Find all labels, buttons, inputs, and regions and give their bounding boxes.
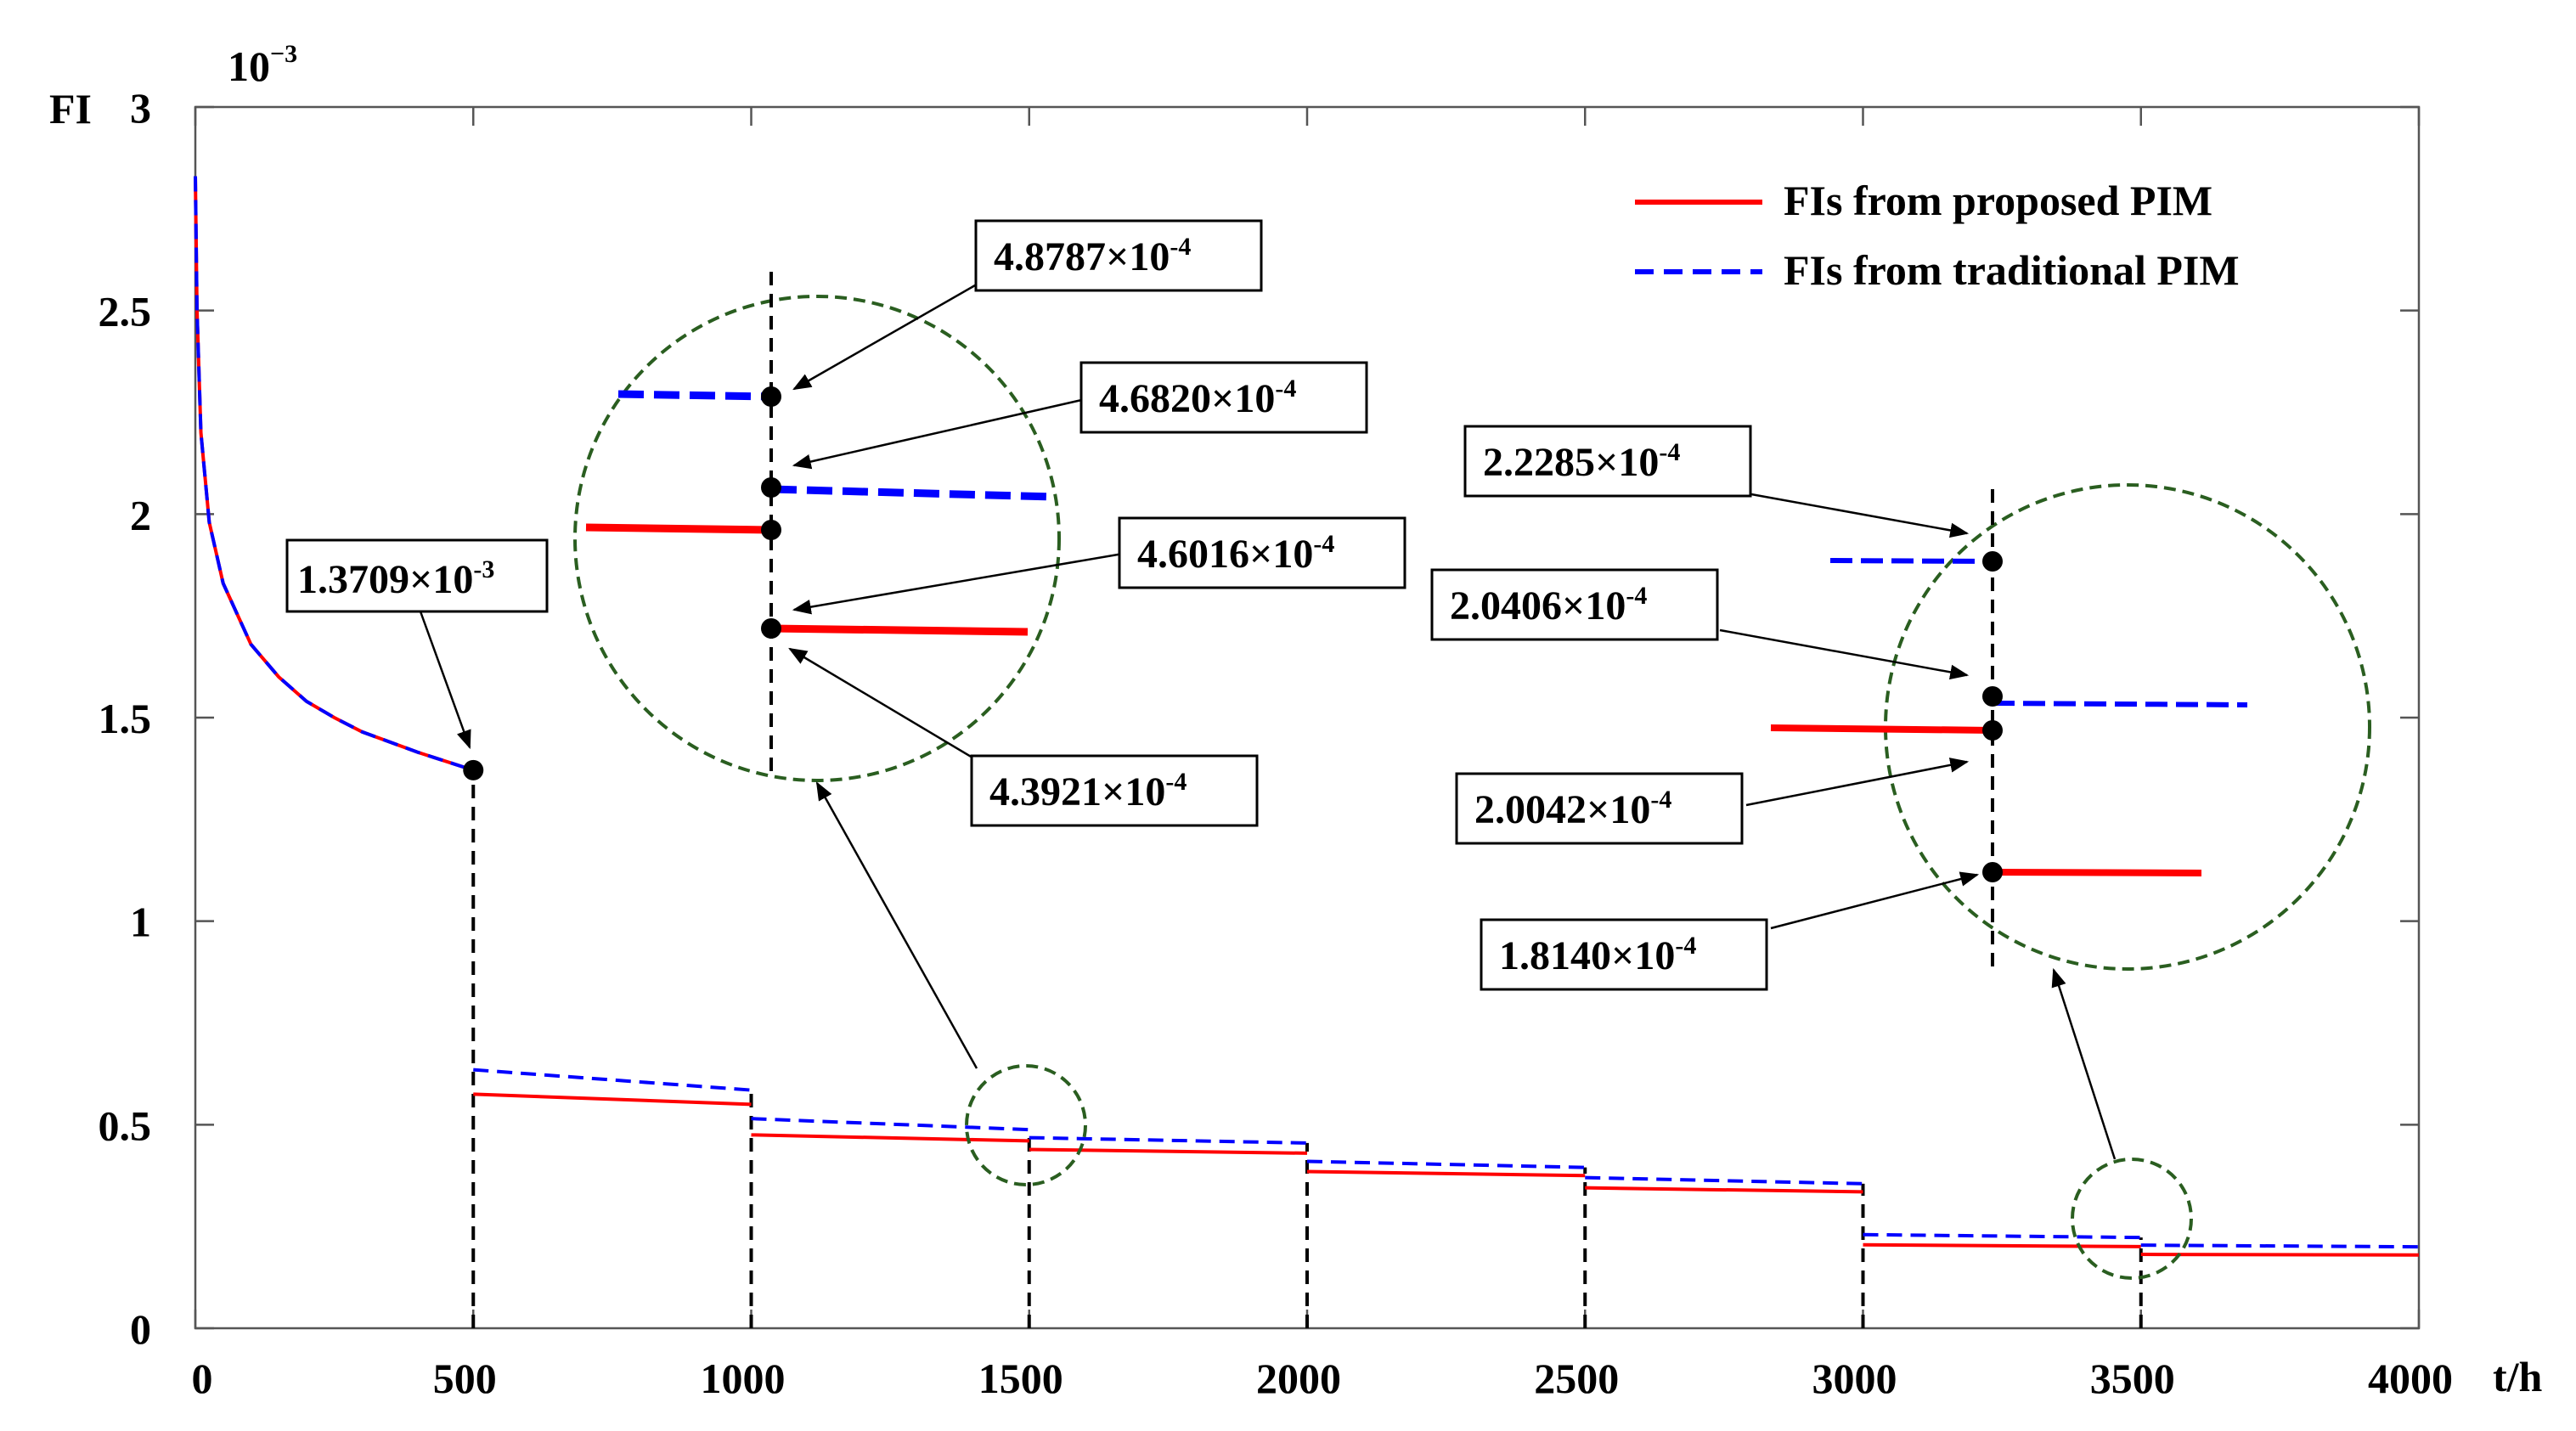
series-0-segment-3 bbox=[1029, 1147, 1308, 1155]
series-0-segment-0 bbox=[194, 176, 474, 772]
series-0-segment-1 bbox=[473, 1092, 752, 1107]
legend-label-proposed: FIs from proposed PIM bbox=[1784, 177, 2212, 224]
annotation-6-arrow bbox=[1750, 493, 1970, 538]
annotation-9: 1.8140×10-4 bbox=[1499, 932, 1696, 978]
annotation-6: 2.2285×10-4 bbox=[1483, 438, 1680, 485]
series-1-segment-2 bbox=[751, 1117, 1029, 1132]
series-1-segment-1 bbox=[473, 1068, 752, 1092]
x-tick-label-8: 4000 bbox=[2368, 1355, 2453, 1402]
annotation-box-8 bbox=[1455, 772, 1744, 845]
series-0-segment-5 bbox=[1585, 1186, 1863, 1194]
inset-3500-point-3 bbox=[1982, 862, 2003, 882]
series-1-segment-3 bbox=[1029, 1135, 1308, 1145]
inset-1500-proposed-left bbox=[585, 523, 772, 534]
inset-1500-traditional-right bbox=[770, 485, 1054, 501]
inset-1500-traditional-left bbox=[617, 390, 772, 401]
inset-3500-point-2 bbox=[1982, 720, 2003, 741]
inset-3500-proposed-right bbox=[1992, 869, 2202, 876]
x-tick-label-0: 0 bbox=[192, 1355, 213, 1402]
x-tick-label-1: 500 bbox=[433, 1355, 497, 1402]
series-0-segment-4 bbox=[1306, 1169, 1586, 1178]
x-tick-label-2: 1000 bbox=[701, 1355, 786, 1402]
annotation-box-5 bbox=[970, 754, 1259, 827]
annotation-box-1 bbox=[285, 538, 549, 613]
annotation-1-arrow bbox=[419, 611, 471, 750]
inset-1500-point-1 bbox=[761, 477, 781, 498]
annotation-box-7 bbox=[1430, 568, 1719, 641]
annotation-8: 2.0042×10-4 bbox=[1474, 786, 1671, 832]
marker-point-500 bbox=[463, 759, 484, 780]
series-0-segment-7 bbox=[2140, 1253, 2420, 1257]
y-tick-label-6: 3 bbox=[130, 84, 151, 132]
annotation-5-arrow bbox=[788, 647, 982, 764]
x-tick-label-3: 1500 bbox=[978, 1355, 1063, 1402]
series-0-segment-2 bbox=[751, 1133, 1029, 1143]
y-tick-label-5: 2.5 bbox=[99, 288, 152, 335]
inset-3500-point-1 bbox=[1982, 686, 2003, 707]
annotation-8-arrow bbox=[1745, 758, 1970, 807]
zoom-source-3500 bbox=[2071, 1158, 2193, 1280]
y-tick-label-3: 1.5 bbox=[99, 695, 152, 742]
zoom-1500-arrow bbox=[815, 781, 978, 1069]
annotation-1: 1.3709×10-3 bbox=[297, 555, 494, 602]
y-tick-label-0: 0 bbox=[130, 1305, 151, 1353]
y-tick-label-2: 1 bbox=[130, 899, 151, 946]
annotation-3: 4.6820×10-4 bbox=[1099, 375, 1296, 421]
zoom-inset-1500 bbox=[573, 295, 1061, 782]
annotation-4-arrow bbox=[792, 552, 1124, 615]
series-1-segment-0 bbox=[194, 176, 474, 772]
zoom-3500-arrow bbox=[2051, 967, 2117, 1160]
legend-box bbox=[1614, 157, 2344, 318]
annotation-2: 4.8787×10-4 bbox=[994, 233, 1191, 279]
y-axis-multiplier: 10−3 bbox=[228, 40, 297, 90]
series-1-segment-4 bbox=[1306, 1159, 1586, 1169]
y-axis-label: FI bbox=[49, 85, 92, 132]
inset-1500-point-2 bbox=[761, 520, 781, 540]
x-axis-label: t/h bbox=[2493, 1353, 2543, 1400]
inset-3500-point-0 bbox=[1982, 551, 2003, 572]
series-1-segment-6 bbox=[1863, 1232, 2141, 1240]
series-1-segment-5 bbox=[1585, 1175, 1863, 1186]
annotation-5: 4.3921×10-4 bbox=[989, 768, 1187, 814]
zoom-source-1500 bbox=[965, 1064, 1087, 1186]
annotation-2-arrow bbox=[792, 280, 982, 391]
legend-label-traditional: FIs from traditional PIM bbox=[1784, 246, 2240, 294]
annotation-4: 4.6016×10-4 bbox=[1137, 530, 1334, 577]
annotation-7-arrow bbox=[1719, 628, 1970, 680]
series-0-segment-6 bbox=[1863, 1242, 2141, 1248]
zoom-inset-3500 bbox=[1884, 483, 2371, 971]
y-tick-label-4: 2 bbox=[130, 491, 151, 538]
x-tick-label-7: 3500 bbox=[2090, 1355, 2175, 1402]
x-tick-label-4: 2000 bbox=[1256, 1355, 1341, 1402]
y-tick-label-1: 0.5 bbox=[99, 1101, 152, 1149]
inset-1500-point-0 bbox=[761, 386, 781, 407]
x-tick-label-5: 2500 bbox=[1534, 1355, 1619, 1402]
annotation-box-2 bbox=[974, 219, 1263, 292]
annotation-box-3 bbox=[1079, 361, 1368, 434]
annotation-box-9 bbox=[1480, 918, 1768, 991]
annotation-box-4 bbox=[1118, 516, 1406, 589]
annotation-7: 2.0406×10-4 bbox=[1450, 582, 1647, 628]
x-tick-label-6: 3000 bbox=[1812, 1355, 1897, 1402]
inset-3500-traditional-right bbox=[1992, 701, 2248, 707]
inset-1500-proposed-right bbox=[770, 624, 1029, 636]
inset-1500-point-3 bbox=[761, 618, 781, 639]
annotation-9-arrow bbox=[1770, 871, 1980, 930]
inset-3500-proposed-left bbox=[1770, 724, 1993, 734]
annotation-3-arrow bbox=[792, 397, 1086, 470]
annotation-box-6 bbox=[1463, 425, 1752, 498]
